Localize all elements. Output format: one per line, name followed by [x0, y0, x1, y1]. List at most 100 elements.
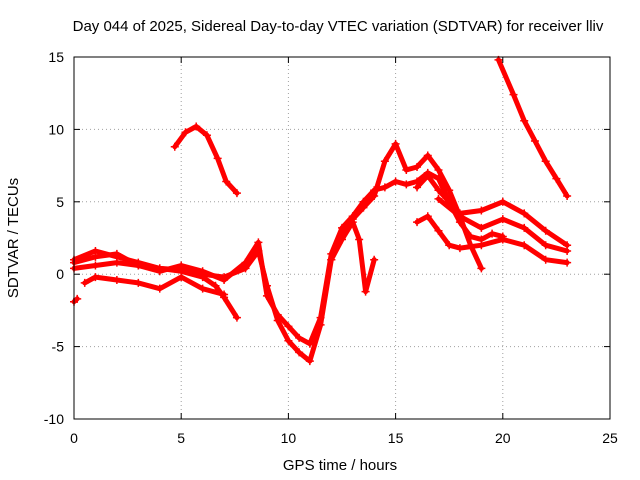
data-point [498, 215, 507, 224]
x-tick-label: 0 [70, 430, 78, 446]
data-point [445, 241, 454, 250]
data-point [520, 241, 529, 250]
data-point [134, 278, 143, 287]
data-point [455, 212, 464, 221]
x-axis-title: GPS time / hours [283, 457, 397, 474]
data-point [220, 275, 229, 284]
data-point [370, 186, 379, 195]
data-point [477, 223, 486, 232]
data-point [192, 122, 201, 131]
data-point [284, 322, 293, 331]
data-point [222, 177, 231, 186]
data-point [498, 197, 507, 206]
data-point [434, 226, 443, 235]
data-point [155, 284, 164, 293]
data-point [541, 255, 550, 264]
data-point [112, 258, 121, 267]
data-point [284, 336, 293, 345]
data-point [305, 339, 314, 348]
data-point [134, 261, 143, 270]
data-point [112, 249, 121, 258]
data-point [477, 206, 486, 215]
ticks [73, 56, 611, 420]
data-point [477, 241, 486, 250]
data-point [348, 218, 357, 227]
x-tick-label: 10 [281, 430, 297, 446]
series-line-track-h [414, 213, 570, 266]
data-point [355, 235, 364, 244]
data-point [213, 154, 222, 163]
y-tick-label: -10 [44, 411, 64, 427]
data-point [413, 163, 422, 172]
data-point [316, 313, 325, 322]
data-point [198, 273, 207, 282]
data-point [155, 264, 164, 273]
data-point [423, 151, 432, 160]
data-point [177, 273, 186, 282]
data-point [380, 157, 389, 166]
data-point [434, 194, 443, 203]
data-point [434, 165, 443, 174]
data-point [402, 165, 411, 174]
data-point [211, 281, 220, 290]
data-point [232, 189, 241, 198]
data-point [455, 244, 464, 253]
data-point [80, 278, 89, 287]
series-line-track-g [414, 173, 570, 248]
data-point [391, 177, 400, 186]
data-point [423, 171, 432, 180]
data-point [563, 192, 572, 201]
data-point [520, 209, 529, 218]
data-point [434, 186, 443, 195]
data-point [541, 226, 550, 235]
data-point [241, 258, 250, 267]
data-point [423, 212, 432, 221]
x-tick-label: 5 [177, 430, 185, 446]
data-point [295, 348, 304, 357]
data-point [563, 247, 572, 256]
data-point [112, 275, 121, 284]
data-point [273, 310, 282, 319]
data-point [338, 223, 346, 232]
y-tick-label: 10 [48, 121, 64, 137]
data-point [466, 232, 475, 241]
data-point [73, 294, 82, 303]
x-tick-label: 15 [388, 430, 404, 446]
data-point [520, 116, 529, 125]
data-point [413, 183, 422, 192]
data-point [327, 255, 336, 264]
y-axis-title: SDTVAR / TECUs [5, 178, 22, 298]
data-point [202, 131, 211, 140]
chart-title: Day 044 of 2025, Sidereal Day-to-day VTE… [73, 18, 604, 35]
series-layer [70, 55, 572, 366]
x-tick-label: 20 [495, 430, 511, 446]
data-point [380, 183, 389, 192]
data-point [530, 136, 539, 145]
x-tick-label: 25 [602, 430, 618, 446]
y-tick-label: -5 [52, 339, 65, 355]
data-point [295, 333, 304, 342]
y-tick-label: 15 [48, 49, 64, 65]
data-point [498, 235, 507, 244]
data-point [488, 229, 497, 238]
data-point [391, 139, 400, 148]
data-point [402, 180, 411, 189]
data-point [170, 142, 179, 151]
data-point [520, 223, 529, 232]
data-point [338, 235, 346, 244]
data-point [434, 174, 443, 183]
data-point [91, 261, 100, 270]
data-point [305, 357, 314, 366]
data-point [509, 90, 518, 99]
data-point [232, 313, 241, 322]
series-line-track-j [328, 219, 377, 295]
data-point [541, 157, 550, 166]
y-tick-label: 0 [56, 266, 64, 282]
data-point [254, 238, 263, 247]
data-point [477, 264, 486, 273]
data-point [262, 291, 271, 300]
data-point [91, 252, 100, 261]
plot-frame [73, 56, 611, 420]
data-point [220, 290, 229, 299]
